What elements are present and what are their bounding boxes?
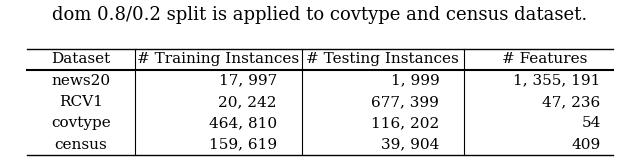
Text: 409: 409 <box>572 138 601 152</box>
Text: 39, 904: 39, 904 <box>381 138 439 152</box>
Text: # Training Instances: # Training Instances <box>138 52 300 66</box>
Text: # Features: # Features <box>502 52 587 66</box>
Text: Dataset: Dataset <box>51 52 111 66</box>
Text: covtype: covtype <box>51 116 111 130</box>
Text: 677, 399: 677, 399 <box>371 95 439 109</box>
Text: 116, 202: 116, 202 <box>371 116 439 130</box>
Text: 159, 619: 159, 619 <box>209 138 277 152</box>
Text: RCV1: RCV1 <box>59 95 103 109</box>
Text: 20, 242: 20, 242 <box>218 95 277 109</box>
Text: news20: news20 <box>51 74 110 88</box>
Text: # Testing Instances: # Testing Instances <box>307 52 459 66</box>
Text: census: census <box>54 138 107 152</box>
Text: 1, 999: 1, 999 <box>390 74 439 88</box>
Text: 1, 355, 191: 1, 355, 191 <box>513 74 601 88</box>
Text: 464, 810: 464, 810 <box>209 116 277 130</box>
Text: 54: 54 <box>581 116 601 130</box>
Text: dom 0.8/0.2 split is applied to covtype and census dataset.: dom 0.8/0.2 split is applied to covtype … <box>52 6 588 24</box>
Text: 17, 997: 17, 997 <box>219 74 277 88</box>
Text: 47, 236: 47, 236 <box>543 95 601 109</box>
